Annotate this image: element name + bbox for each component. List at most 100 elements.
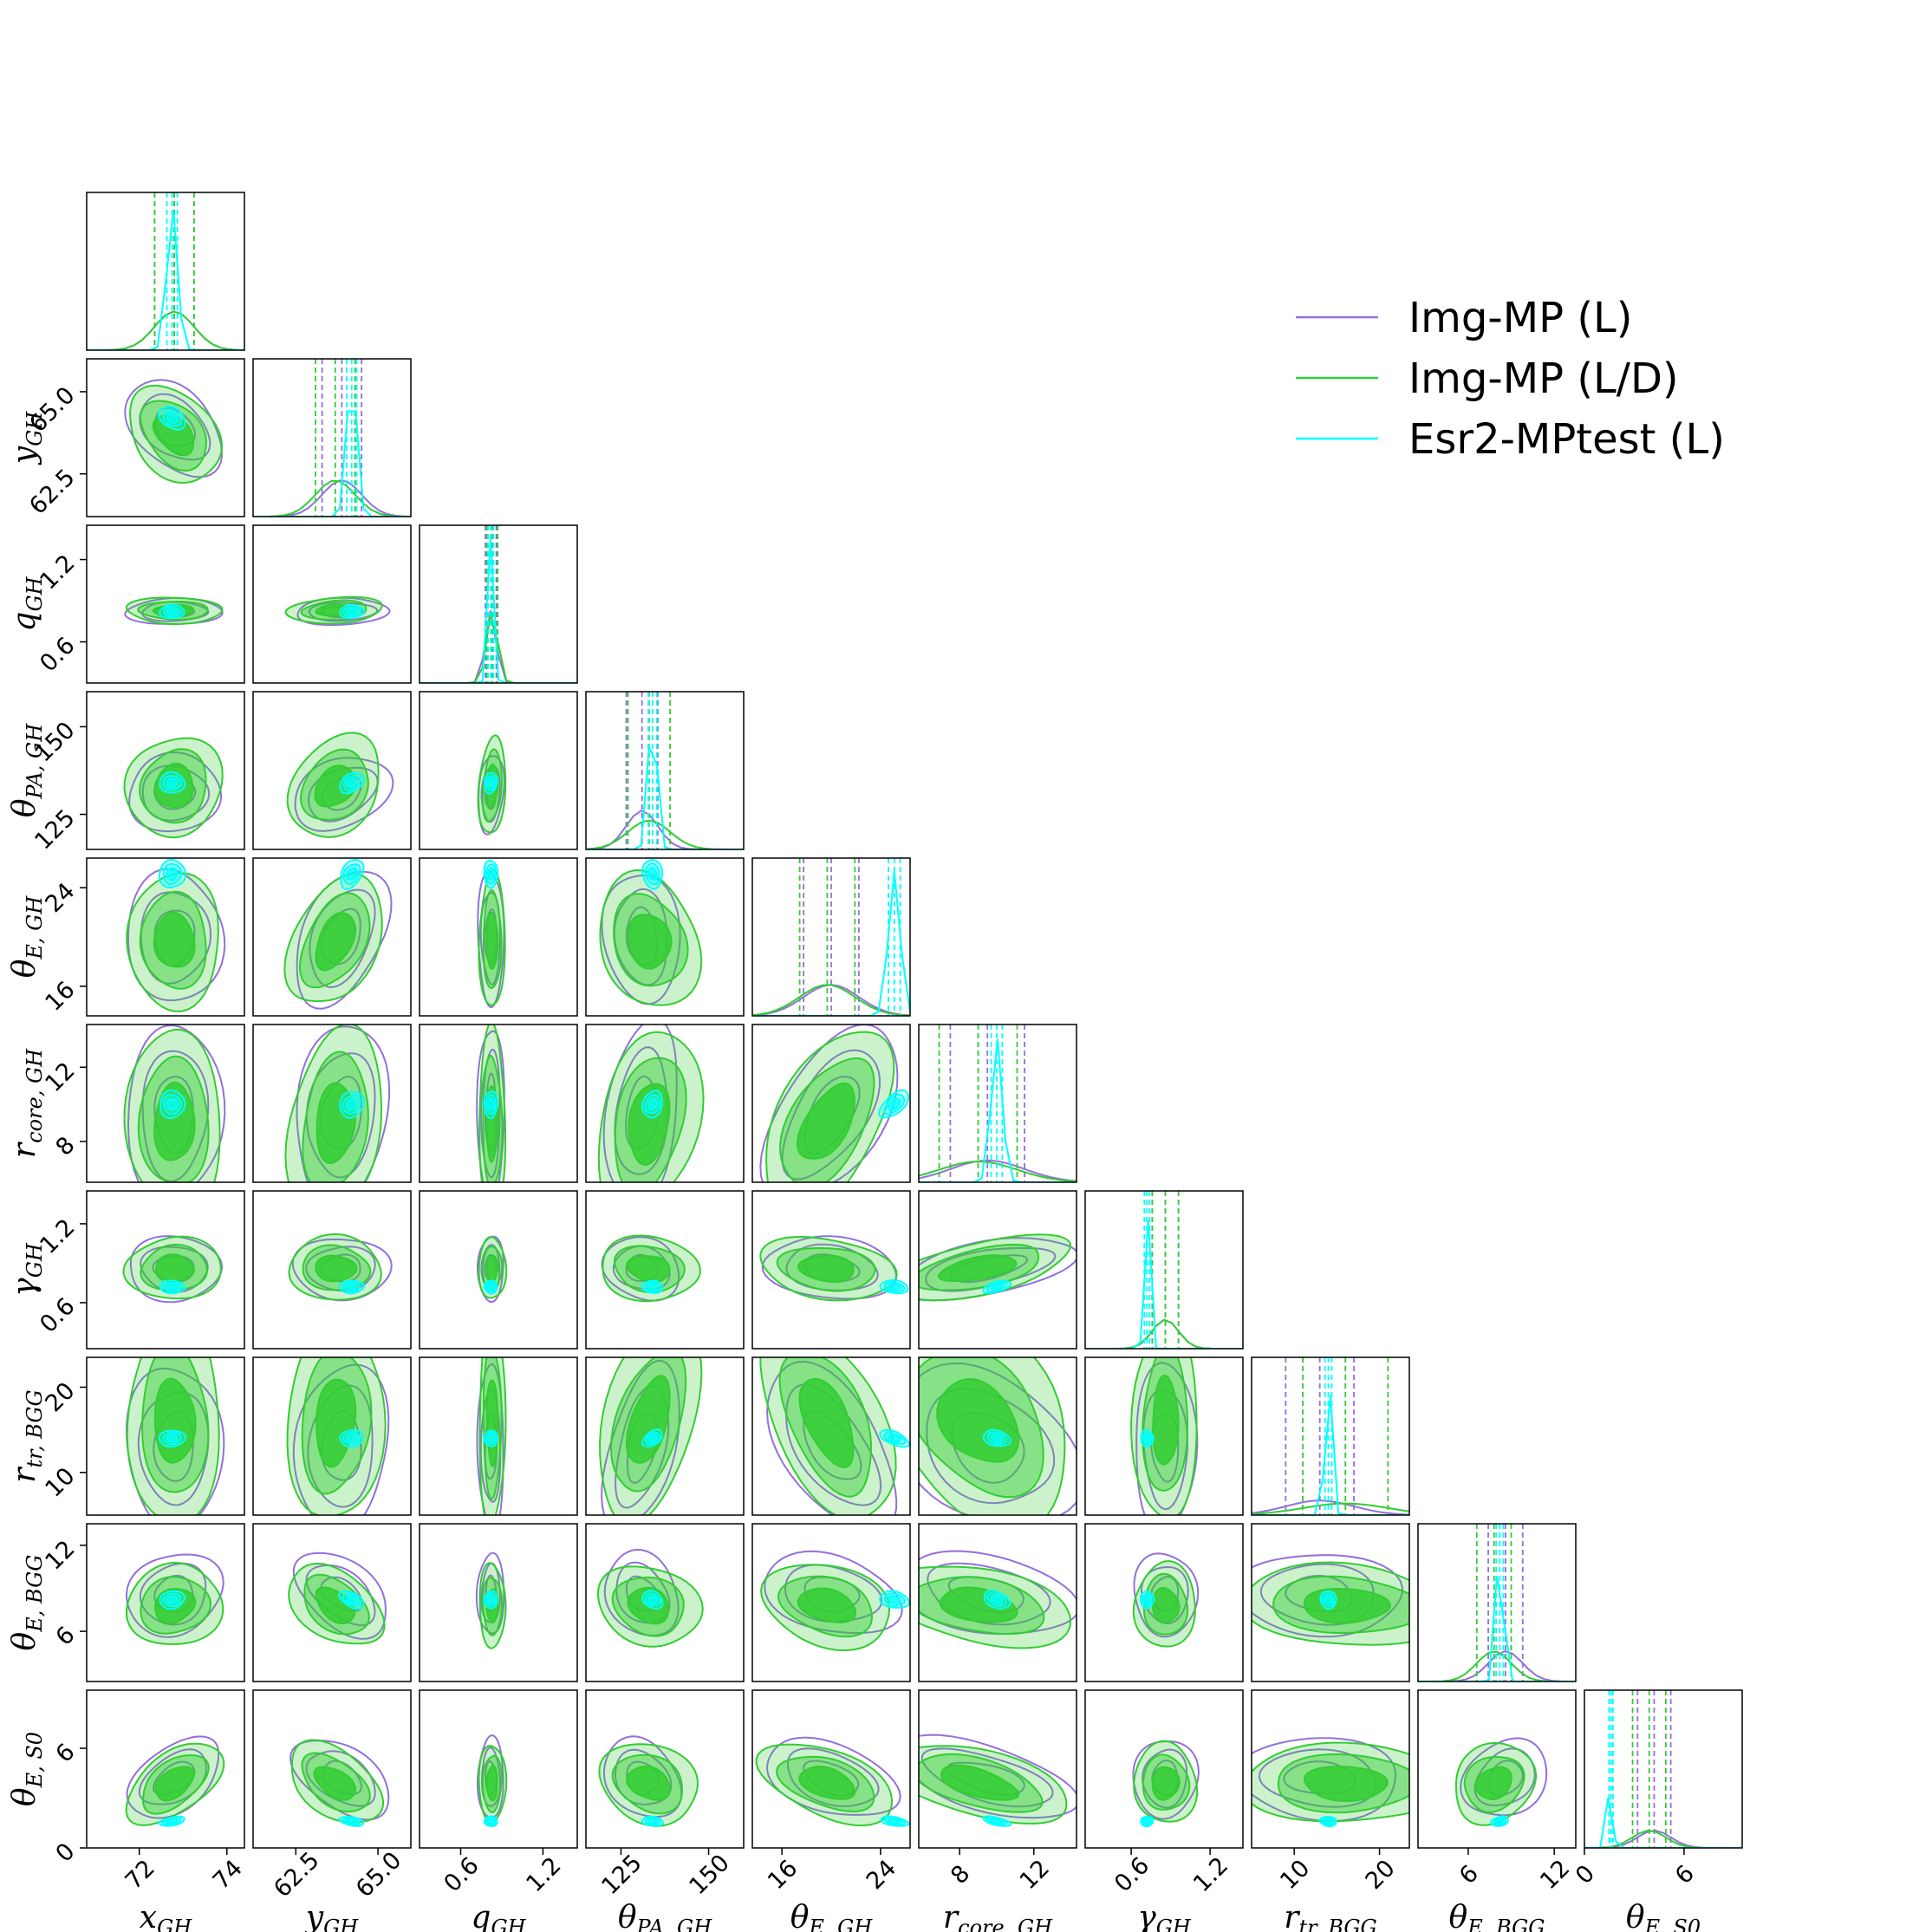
contour-img-mp-l- (920, 1747, 1054, 1808)
hist-panel-theta_E_BGG (1417, 1523, 1577, 1682)
x-tick-label: 0.6 (439, 1852, 484, 1897)
panel-frame (751, 1523, 911, 1682)
contour-esr2-mptest-l- (647, 1283, 658, 1291)
x-tick-label: 150 (684, 1850, 734, 1900)
contour-esr2-mptest-l- (166, 867, 179, 881)
contour-panel-y_GH-theta_E_BGG (252, 1523, 412, 1682)
histogram-img-mp-l-d- (420, 614, 577, 683)
y-tick-label: 0.6 (35, 1293, 80, 1338)
contour-img-mp-l- (1132, 1740, 1200, 1820)
contour-esr2-mptest-l- (166, 777, 179, 789)
contour-esr2-mptest-l- (888, 1434, 901, 1443)
panel-frame (918, 1523, 1077, 1682)
panel-frame (86, 1356, 245, 1516)
y-tick-label: 6 (51, 1622, 81, 1651)
contour-esr2-mptest-l- (166, 608, 179, 615)
panel-frame (751, 1190, 911, 1350)
contour-img-mp-l- (919, 1362, 1077, 1515)
x-tick-label: 12 (1535, 1855, 1575, 1895)
x-axis-label-theta_E_GH: θE, GH (790, 1900, 874, 1932)
contour-esr2-mptest-l- (990, 1434, 1004, 1443)
contour-panel-q_GH-theta_E_GH (419, 857, 578, 1017)
contour-esr2-mptest-l- (1143, 1818, 1151, 1825)
hist-panel-q_GH (419, 524, 578, 684)
contour-esr2-mptest-l- (647, 1818, 658, 1825)
contour-img-mp-l-d- (313, 1766, 357, 1801)
x-tick-label: 65.0 (351, 1847, 407, 1903)
contour-esr2-mptest-l- (487, 866, 495, 881)
contour-panel-r_core_GH-theta_E_BGG (918, 1523, 1077, 1682)
contour-img-mp-l- (308, 602, 379, 622)
contour-esr2-mptest-l- (888, 1595, 901, 1605)
y-tick-label: 0 (51, 1838, 81, 1868)
x-axis-label-x_GH: xGH (140, 1900, 192, 1932)
panel-frame (585, 1689, 745, 1849)
panel-frame (252, 1024, 412, 1183)
contour-panel-q_GH-theta_PA_GH (419, 691, 578, 850)
panel-frame (252, 1689, 412, 1849)
x-axis-label-theta_PA_GH: θPA, GH (618, 1900, 712, 1932)
contour-esr2-mptest-l- (166, 1098, 179, 1111)
panel-frame (1584, 1689, 1743, 1849)
contour-img-mp-l-d- (797, 1254, 855, 1283)
contour-img-mp-l- (126, 1553, 224, 1638)
x-tick-label: 0.6 (1109, 1852, 1155, 1897)
panel-frame (751, 857, 911, 1017)
contour-panel-theta_PA_GH-r_tr_BGG (585, 1356, 745, 1516)
histogram-esr2-mptest-l- (1085, 1220, 1243, 1349)
panel-frame (585, 1356, 745, 1516)
contour-img-mp-l-d- (1152, 1586, 1181, 1623)
x-tick-label: 10 (1275, 1855, 1315, 1895)
hist-panel-gamma_GH (1084, 1190, 1244, 1350)
panel-frame (86, 1689, 245, 1849)
contour-img-mp-l- (476, 1734, 504, 1819)
contour-img-mp-l- (1252, 1554, 1403, 1638)
contour-img-mp-l- (766, 1736, 901, 1816)
contour-img-mp-l- (305, 1052, 376, 1179)
contour-esr2-mptest-l- (647, 1434, 659, 1443)
contour-img-mp-l- (479, 1048, 501, 1179)
panel-frame (419, 1356, 578, 1516)
x-axis-label-theta_E_BGG: θE, BGG (1449, 1900, 1545, 1932)
contour-img-mp-l- (477, 870, 505, 1009)
contour-esr2-mptest-l- (1143, 1434, 1151, 1443)
contour-esr2-mptest-l- (888, 1097, 901, 1111)
contour-esr2-mptest-l- (166, 1818, 179, 1825)
contour-esr2-mptest-l- (166, 1283, 179, 1291)
contour-panel-q_GH-theta_E_BGG (419, 1523, 578, 1682)
contour-img-mp-l- (603, 1548, 680, 1637)
contour-img-mp-l- (759, 1025, 899, 1182)
contour-panel-q_GH-gamma_GH (419, 1190, 578, 1350)
contour-esr2-mptest-l- (647, 867, 658, 881)
contour-img-mp-l-d- (153, 911, 196, 968)
hist-panel-theta_E_GH (751, 857, 911, 1017)
contour-panel-gamma_GH-theta_E_BGG (1084, 1523, 1244, 1682)
contour-panel-r_tr_BGG-theta_E_BGG (1251, 1523, 1410, 1682)
panel-frame (252, 1523, 412, 1682)
histogram-esr2-mptest-l- (752, 870, 910, 1016)
histogram-esr2-mptest-l- (1584, 1798, 1742, 1848)
histogram-esr2-mptest-l- (87, 209, 244, 350)
contour-panel-y_GH-r_core_GH (252, 1024, 412, 1183)
panel-frame (1084, 1190, 1244, 1350)
panel-frame (419, 1190, 578, 1350)
contour-panel-theta_E_GH-r_tr_BGG (751, 1356, 911, 1516)
y-tick-label: 6 (51, 1739, 81, 1768)
contour-img-mp-l-d- (315, 912, 357, 972)
x-tick-label: 72 (120, 1855, 160, 1895)
contour-img-mp-l-d- (315, 1586, 356, 1624)
contour-esr2-mptest-l- (990, 1595, 1004, 1604)
y-tick-label: 0.6 (35, 632, 80, 677)
contour-img-mp-l- (1252, 1737, 1397, 1823)
contour-img-mp-l- (141, 1050, 210, 1182)
histogram-esr2-mptest-l- (586, 746, 744, 849)
contour-img-mp-l-d- (1474, 1766, 1512, 1800)
contour-panel-r_tr_BGG-theta_E_S0: 10 20 rtr, BGG (1251, 1689, 1410, 1932)
